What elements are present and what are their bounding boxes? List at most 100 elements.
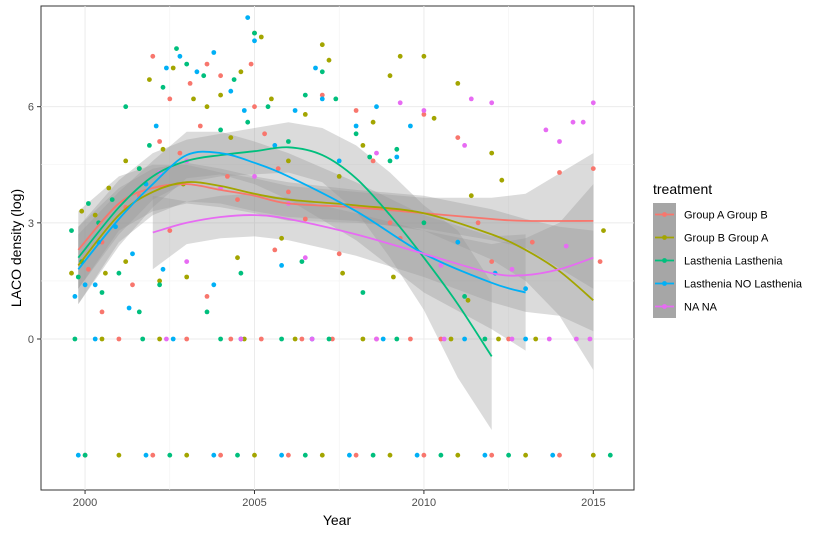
data-point <box>167 96 173 102</box>
legend-label: NA NA <box>684 302 718 314</box>
data-point <box>72 336 78 342</box>
data-point <box>465 297 471 303</box>
data-point <box>319 69 325 75</box>
data-point <box>184 259 190 264</box>
data-point <box>143 452 149 458</box>
x-tick-label: 2005 <box>242 497 266 509</box>
x-axis-title: Year <box>323 512 352 528</box>
y-tick-label: 6 <box>28 102 34 114</box>
data-point <box>421 53 427 59</box>
legend-title: treatment <box>653 181 712 197</box>
data-point <box>360 336 366 342</box>
data-point <box>347 452 352 458</box>
data-point <box>574 336 579 342</box>
data-point <box>421 220 427 226</box>
data-point <box>167 228 173 234</box>
data-point <box>211 50 217 55</box>
data-point <box>533 336 539 342</box>
data-point <box>177 150 183 156</box>
data-point <box>421 112 427 117</box>
data-point <box>252 452 257 458</box>
data-point <box>238 336 244 342</box>
data-point <box>489 100 495 106</box>
data-point <box>160 146 166 152</box>
data-point <box>225 174 230 179</box>
trend-line <box>77 181 594 301</box>
data-point <box>496 336 501 342</box>
data-point <box>397 100 403 106</box>
data-point <box>380 336 386 342</box>
data-point <box>109 197 115 203</box>
data-point <box>353 452 359 458</box>
data-point <box>235 452 240 458</box>
data-point <box>394 336 400 342</box>
data-point <box>370 452 376 458</box>
data-point <box>286 189 291 195</box>
data-point <box>509 266 515 272</box>
data-point <box>489 452 495 458</box>
data-point <box>258 336 264 342</box>
data-point <box>69 270 74 276</box>
data-point <box>157 278 163 284</box>
data-point <box>69 228 74 234</box>
line-layer <box>77 146 594 357</box>
data-point <box>546 336 552 342</box>
data-point <box>543 127 549 133</box>
data-point <box>279 235 284 241</box>
data-point <box>286 158 291 164</box>
data-point <box>302 452 308 458</box>
data-point <box>370 119 376 125</box>
data-point <box>174 46 179 51</box>
data-point <box>238 69 244 75</box>
data-point <box>360 290 366 295</box>
data-point <box>580 119 586 125</box>
data-point <box>590 452 596 458</box>
data-point <box>147 143 152 148</box>
data-point <box>431 115 437 121</box>
data-point <box>394 146 400 152</box>
data-point <box>272 247 278 253</box>
legend-label: Group B Group A <box>684 233 769 245</box>
data-point <box>367 154 373 160</box>
data-point <box>374 336 379 342</box>
x-tick-label: 2015 <box>581 497 605 509</box>
data-point <box>523 336 528 342</box>
data-point <box>590 166 596 172</box>
data-point <box>292 336 298 342</box>
data-point <box>265 104 271 110</box>
data-point <box>336 174 342 179</box>
data-point <box>279 263 284 268</box>
data-point <box>92 336 98 342</box>
data-point <box>116 452 122 458</box>
data-point <box>241 336 247 342</box>
data-point <box>448 336 454 342</box>
data-point <box>529 239 535 245</box>
data-point <box>204 104 210 110</box>
data-point <box>252 38 257 44</box>
data-point <box>164 336 169 342</box>
legend-label: Group A Group B <box>684 210 768 222</box>
data-point <box>326 57 332 63</box>
data-point <box>184 274 190 280</box>
trend-line <box>77 150 526 294</box>
data-point <box>462 143 467 148</box>
data-point <box>523 452 528 458</box>
data-point <box>475 220 481 226</box>
data-point <box>353 108 359 113</box>
data-point <box>248 61 254 67</box>
data-point <box>147 77 152 82</box>
data-point <box>292 108 298 113</box>
data-point <box>79 208 85 214</box>
data-point <box>601 228 606 234</box>
data-point <box>153 123 159 129</box>
data-point <box>421 452 427 458</box>
data-point <box>509 336 515 342</box>
x-tick-label: 2010 <box>412 497 436 509</box>
data-point <box>387 158 393 164</box>
data-point <box>123 104 129 110</box>
data-point <box>197 123 203 129</box>
data-point <box>150 53 156 59</box>
data-point <box>218 452 224 458</box>
legend-label: Lasthenia NO Lasthenia <box>684 279 803 291</box>
